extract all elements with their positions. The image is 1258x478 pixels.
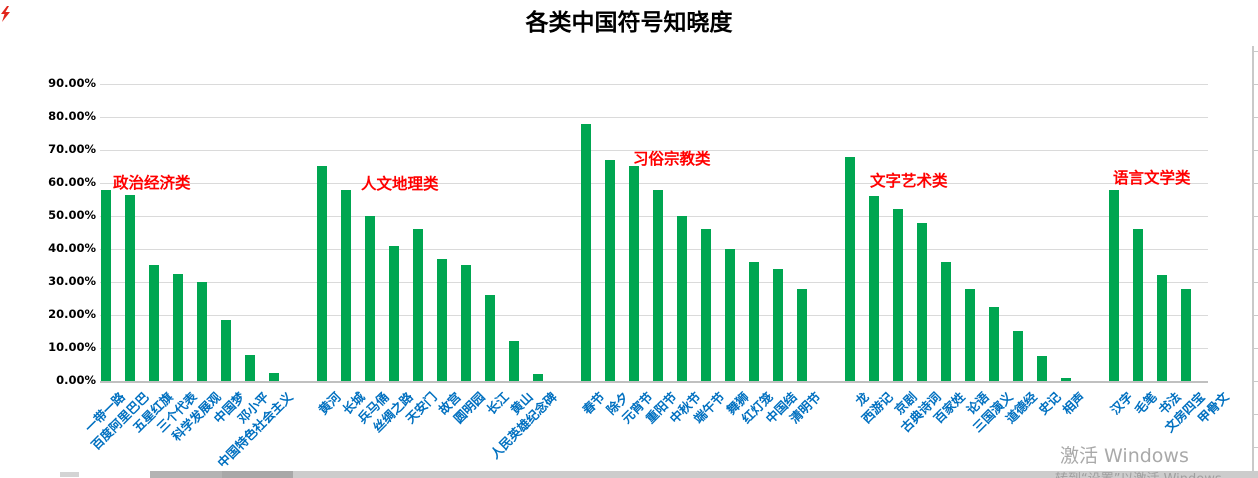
chart-title[interactable]: 各类中国符号知晓度 — [525, 9, 733, 36]
bar[interactable] — [605, 160, 615, 381]
category-label: 人文地理类 — [361, 175, 439, 193]
red-flash-icon — [1, 6, 10, 22]
x-axis-line — [100, 381, 1208, 383]
bar[interactable] — [221, 320, 231, 381]
bar[interactable] — [509, 341, 519, 381]
bar[interactable] — [173, 274, 183, 381]
scrollbar-thumb-shaded[interactable] — [222, 471, 293, 478]
bar[interactable] — [269, 373, 279, 381]
bar[interactable] — [485, 295, 495, 381]
bar[interactable] — [869, 196, 879, 381]
y-tick-label: 0.00% — [56, 373, 96, 387]
y-gridline — [100, 84, 1208, 85]
category-label: 文字艺术类 — [870, 172, 948, 190]
bar[interactable] — [677, 216, 687, 381]
bar[interactable] — [1109, 190, 1119, 381]
bar[interactable] — [317, 166, 327, 381]
bar[interactable] — [989, 307, 999, 381]
bar[interactable] — [1157, 275, 1167, 381]
bar[interactable] — [845, 157, 855, 381]
bar[interactable] — [461, 265, 471, 381]
bar[interactable] — [101, 190, 111, 381]
bar[interactable] — [1181, 289, 1191, 381]
bar[interactable] — [653, 190, 663, 381]
bar[interactable] — [125, 195, 135, 381]
bar[interactable] — [893, 209, 903, 381]
y-gridline — [100, 150, 1208, 151]
bar[interactable] — [413, 229, 423, 381]
y-tick-label: 10.00% — [48, 340, 96, 354]
bar[interactable] — [1061, 378, 1071, 381]
bar[interactable] — [1037, 356, 1047, 381]
y-gridline — [100, 117, 1208, 118]
category-label: 政治经济类 — [113, 174, 191, 192]
bar[interactable] — [701, 229, 711, 381]
y-tick-label: 30.00% — [48, 274, 96, 288]
bar[interactable] — [629, 166, 639, 381]
y-tick-label: 40.00% — [48, 241, 96, 255]
category-label: 语言文学类 — [1113, 169, 1191, 187]
bar[interactable] — [725, 249, 735, 381]
y-tick-label: 90.00% — [48, 76, 96, 90]
y-tick-label: 60.00% — [48, 175, 96, 189]
activate-windows-watermark: 激活 Windows — [1060, 445, 1189, 467]
activate-windows-watermark-subtext: 转到“设置”以激活 Windows — [1055, 468, 1222, 478]
y-tick-label: 20.00% — [48, 307, 96, 321]
bar[interactable] — [245, 355, 255, 381]
bar[interactable] — [437, 259, 447, 381]
bar[interactable] — [365, 216, 375, 381]
bar[interactable] — [749, 262, 759, 381]
bar[interactable] — [341, 190, 351, 381]
scrollbar-track-segment[interactable] — [60, 472, 79, 477]
y-tick-label: 80.00% — [48, 109, 96, 123]
scrollbar-track[interactable] — [293, 471, 1258, 478]
bar[interactable] — [533, 374, 543, 381]
bar[interactable] — [941, 262, 951, 381]
bar[interactable] — [149, 265, 159, 381]
category-label: 习俗宗教类 — [633, 150, 711, 168]
bar[interactable] — [797, 289, 807, 381]
bar[interactable] — [773, 269, 783, 381]
bar[interactable] — [965, 289, 975, 381]
y-tick-label: 50.00% — [48, 208, 96, 222]
bar[interactable] — [581, 124, 591, 381]
bar[interactable] — [1133, 229, 1143, 381]
spreadsheet-row-lines — [1252, 19, 1258, 478]
scrollbar-thumb[interactable] — [150, 471, 222, 478]
y-tick-label: 70.00% — [48, 142, 96, 156]
y-gridline — [100, 183, 1208, 184]
bar[interactable] — [917, 223, 927, 381]
bar[interactable] — [197, 282, 207, 381]
bar[interactable] — [1013, 331, 1023, 381]
bar[interactable] — [389, 246, 399, 381]
